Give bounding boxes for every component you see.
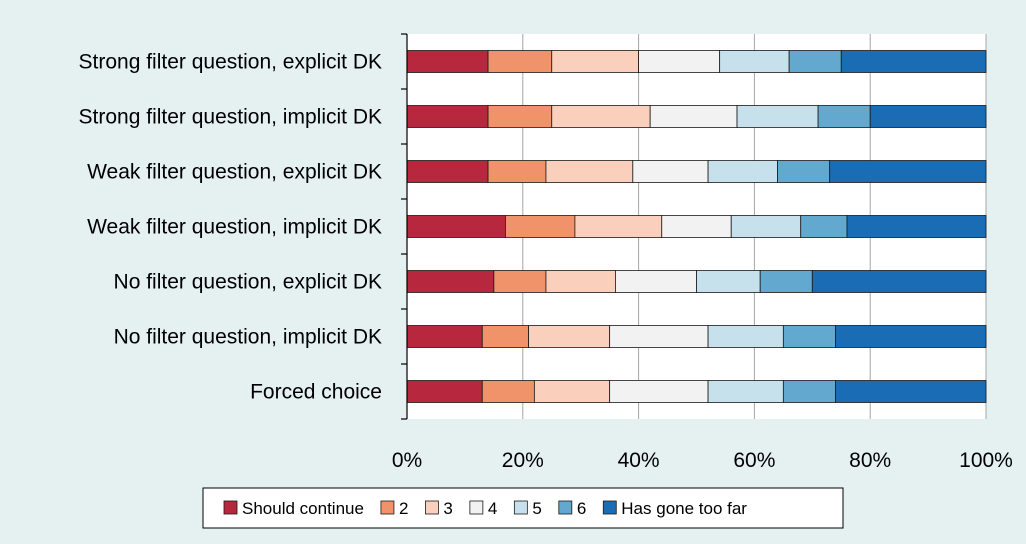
bar-segment-has-gone-too-far — [846, 215, 987, 238]
bar-segment-3 — [545, 270, 616, 293]
bar-segment-4 — [615, 270, 697, 293]
legend-label-should-continue: Should continue — [242, 499, 364, 518]
x-tick-label: 80% — [849, 449, 891, 472]
bar-segment-5 — [707, 325, 784, 348]
bar-segment-2 — [481, 325, 529, 348]
bar-segment-3 — [533, 380, 611, 403]
legend-swatch-should-continue — [223, 500, 238, 515]
bars — [406, 50, 987, 403]
bar-segment-has-gone-too-far — [869, 105, 987, 128]
x-axis-ticks: 0% 20% 40% 60% 80% 100% — [392, 449, 1013, 472]
bar-segment-5 — [736, 105, 819, 128]
bar-segment-3 — [551, 105, 651, 128]
bar-segment-has-gone-too-far — [811, 270, 987, 293]
bar-segment-2 — [487, 160, 547, 183]
y-axis: Strong filter question, explicit DK Stron… — [79, 33, 408, 420]
bar-segment-6 — [782, 325, 836, 348]
bar-segment-6 — [782, 380, 836, 403]
bar-segment-2 — [487, 105, 553, 128]
bar-segment-6 — [788, 50, 842, 73]
bar-segment-should-continue — [406, 270, 495, 293]
legend-label-5: 5 — [532, 499, 541, 518]
bar-segment-has-gone-too-far — [835, 325, 987, 348]
bar-segment-2 — [493, 270, 547, 293]
category-label: Weak filter question, explicit DK — [87, 161, 382, 184]
legend-swatch-4 — [469, 500, 484, 515]
bar-segment-5 — [707, 160, 778, 183]
bar-segment-6 — [777, 160, 831, 183]
bar-segment-3 — [551, 50, 639, 73]
bar-segment-has-gone-too-far — [835, 380, 987, 403]
bar-segment-3 — [545, 160, 634, 183]
category-label: Strong filter question, implicit DK — [79, 106, 382, 129]
bar-segment-should-continue — [406, 160, 489, 183]
legend-label-2: 2 — [399, 499, 408, 518]
legend-label-6: 6 — [577, 499, 586, 518]
category-label: Weak filter question, implicit DK — [87, 216, 382, 239]
bar-segment-should-continue — [406, 215, 506, 238]
legend-swatch-6 — [558, 500, 573, 515]
legend-label-has-gone-too-far: Has gone too far — [621, 499, 747, 518]
bar-segment-4 — [649, 105, 738, 128]
bar-segment-5 — [730, 215, 802, 238]
category-label: No filter question, explicit DK — [114, 271, 382, 294]
bar-segment-2 — [481, 380, 535, 403]
bar-segment-should-continue — [406, 105, 489, 128]
bar-segment-should-continue — [406, 325, 483, 348]
legend-swatch-5 — [513, 500, 528, 515]
legend-swatch-3 — [425, 500, 439, 515]
legend: Should continue 2 3 4 5 6 Has gone too far — [202, 487, 844, 529]
bar-segment-2 — [505, 215, 576, 238]
x-tick-label: 100% — [959, 449, 1013, 472]
category-label: No filter question, implicit DK — [114, 326, 382, 349]
x-tick-label: 20% — [502, 449, 544, 472]
bar-segment-should-continue — [406, 50, 489, 73]
bar-segment-4 — [609, 325, 709, 348]
bar-segment-3 — [528, 325, 611, 348]
bar-segment-4 — [638, 50, 721, 73]
bar-segment-2 — [487, 50, 553, 73]
x-tick-label: 40% — [618, 449, 660, 472]
bar-segment-6 — [800, 215, 848, 238]
legend-swatch-has-gone-too-far — [602, 500, 617, 515]
bar-segment-has-gone-too-far — [829, 160, 987, 183]
bar-segment-should-continue — [406, 380, 483, 403]
category-label: Forced choice — [250, 381, 382, 404]
bar-segment-4 — [632, 160, 709, 183]
bar-segment-has-gone-too-far — [840, 50, 987, 73]
bar-segment-4 — [661, 215, 732, 238]
x-tick-label: 0% — [392, 449, 422, 472]
x-tick-label: 60% — [733, 449, 775, 472]
legend-swatch-2 — [380, 500, 395, 515]
bar-segment-5 — [719, 50, 790, 73]
category-label: Strong filter question, explicit DK — [79, 51, 382, 74]
bar-segment-6 — [759, 270, 813, 293]
legend-label-4: 4 — [488, 499, 497, 518]
bar-segment-4 — [609, 380, 709, 403]
legend-label-3: 3 — [443, 499, 452, 518]
bar-segment-6 — [817, 105, 871, 128]
bar-segment-5 — [696, 270, 761, 293]
bar-segment-3 — [574, 215, 663, 238]
bar-segment-5 — [707, 380, 784, 403]
